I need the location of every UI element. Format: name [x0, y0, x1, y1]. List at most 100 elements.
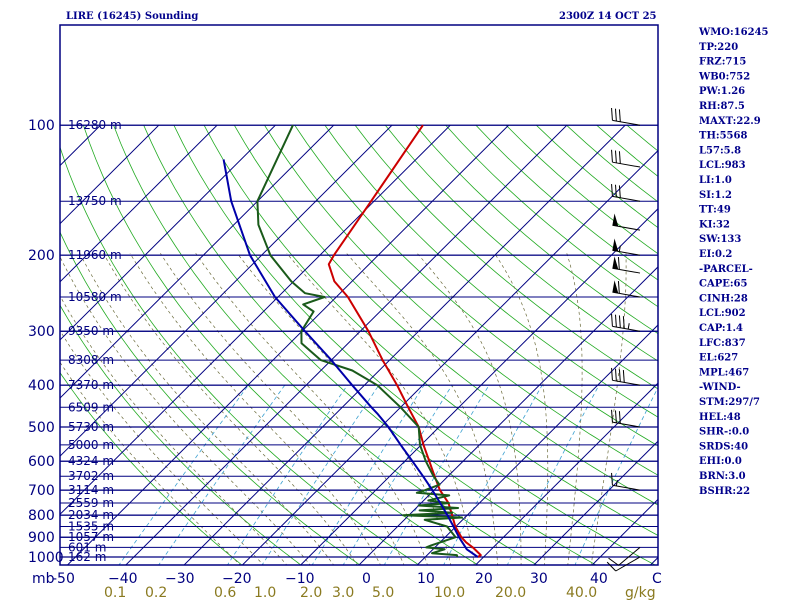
wind-barb-pennant: [612, 238, 619, 252]
temperature-tick-label: −30: [165, 571, 195, 587]
wind-barb-flag: [622, 370, 625, 383]
index-item: SRDS:40: [699, 441, 748, 452]
index-item: FRZ:715: [699, 57, 746, 68]
temperature-tick-label: 10: [417, 571, 435, 587]
dry-adiabat-line: [60, 371, 243, 565]
index-item: MAXT:22.9: [699, 116, 761, 127]
wind-barb-staff: [612, 161, 641, 168]
wind-barb-flag: [614, 184, 617, 198]
isotherm-line: [60, 124, 393, 457]
moist-adiabat-line: [494, 253, 549, 565]
temperature-line: [327, 124, 482, 558]
pressure-tick-label: 500: [28, 420, 55, 436]
wind-barb: [611, 313, 641, 332]
index-item: EHI:0.0: [699, 456, 742, 467]
index-item: SW:133: [699, 234, 741, 245]
wind-barb-flag: [611, 313, 613, 327]
pressure-tick-label: 100: [28, 118, 55, 134]
plot-frame: [59, 24, 659, 566]
dry-adiabat-line: [83, 125, 479, 565]
wind-barb-flag: [611, 149, 613, 163]
isotherm-line: [60, 124, 276, 341]
mixing-ratio-tick-label: 20.0: [495, 585, 526, 600]
index-item: CAPE:65: [699, 279, 748, 290]
index-item: WB0:752: [698, 71, 750, 82]
dry-adiabat-line: [264, 124, 658, 476]
isotherm-line: [241, 149, 658, 565]
mixing-ratio-line: [342, 384, 453, 565]
isotherm-line: [60, 124, 451, 516]
index-item: CINH:28: [699, 293, 748, 304]
parcel-line: [222, 159, 479, 558]
wind-barb-staff: [615, 556, 641, 572]
height-label: 7370 m: [68, 378, 114, 392]
index-item: BRN:3.0: [699, 471, 746, 482]
height-label: 13750 m: [68, 194, 122, 208]
moist-adiabat-line: [79, 253, 335, 565]
index-item: CAP:1.4: [699, 323, 743, 334]
index-item: PW:1.26: [699, 86, 745, 97]
wind-barb-pennant: [612, 280, 619, 294]
pressure-tick-label: 600: [28, 454, 55, 470]
isotherm-line: [416, 324, 658, 565]
dry-adiabat-line: [536, 124, 658, 229]
wind-barb-flag: [611, 472, 613, 486]
mixing-ratio-line: [311, 384, 425, 565]
moist-adiabat-line: [129, 253, 381, 565]
mixing-ratio-unit-label: g/kg: [625, 585, 656, 600]
height-label: 2034 m: [68, 508, 114, 522]
height-label: 3702 m: [68, 469, 114, 483]
mixing-ratio-line: [158, 384, 286, 565]
dry-adiabat-line: [113, 125, 538, 565]
wind-barb-flag: [611, 107, 613, 121]
wind-barb-flag: [618, 109, 621, 122]
sounding-time: 2300Z 14 OCT 25: [559, 11, 657, 22]
isotherm-line: [0, 125, 42, 566]
height-label: 1057 m: [68, 530, 114, 544]
wind-barb-flag: [618, 411, 621, 424]
index-item: EI:0.2: [699, 249, 732, 260]
index-item: -PARCEL-: [699, 264, 753, 275]
moist-adiabat-line: [60, 361, 241, 565]
wind-barb-staff: [612, 267, 641, 274]
pressure-tick-label: 700: [28, 483, 55, 499]
temperature-tick-label: −40: [108, 571, 138, 587]
wind-barb-flag: [606, 561, 617, 572]
wind-barb-flag: [614, 368, 617, 382]
pressure-tick-label: 400: [28, 378, 55, 394]
wind-barb-staff: [618, 546, 641, 566]
dewpoint-line: [256, 124, 463, 558]
dry-adiabat-line: [415, 124, 658, 335]
pressure-unit-label: mb: [32, 571, 55, 587]
isotherm-line: [358, 266, 658, 565]
wind-barb: [611, 472, 641, 491]
height-label: 4324 m: [68, 454, 114, 468]
dry-adiabat-line: [173, 125, 656, 565]
wind-barb: [608, 546, 641, 566]
isotherm-line: [66, 124, 509, 565]
wind-barb-flag: [618, 185, 621, 198]
height-label: 5000 m: [68, 438, 114, 452]
wind-barb: [611, 367, 641, 386]
height-label: 9350 m: [68, 324, 114, 338]
wind-barb-half: [615, 479, 618, 487]
pressure-tick-label: 1000: [28, 550, 64, 566]
isotherm-line: [125, 124, 568, 565]
mixing-ratio-tick-label: 0.2: [145, 585, 167, 600]
dry-adiabat-line: [324, 124, 658, 418]
mixing-ratio-line: [118, 384, 249, 565]
dry-adiabat-line: [60, 231, 361, 565]
isotherm-line: [60, 124, 160, 225]
pressure-tick-label: 900: [28, 530, 55, 546]
height-label: 3114 m: [68, 483, 114, 497]
wind-barb: [611, 409, 641, 428]
wind-barb-staff: [612, 195, 641, 202]
mixing-ratio-tick-label: 40.0: [566, 585, 597, 600]
mixing-ratio-tick-label: 10.0: [434, 585, 465, 600]
height-label: 162 m: [68, 550, 106, 564]
temperature-unit-label: C: [652, 571, 662, 587]
height-label: 10580 m: [68, 290, 122, 304]
moist-adiabat-line: [566, 253, 583, 565]
moist-adiabat-line: [60, 329, 264, 565]
